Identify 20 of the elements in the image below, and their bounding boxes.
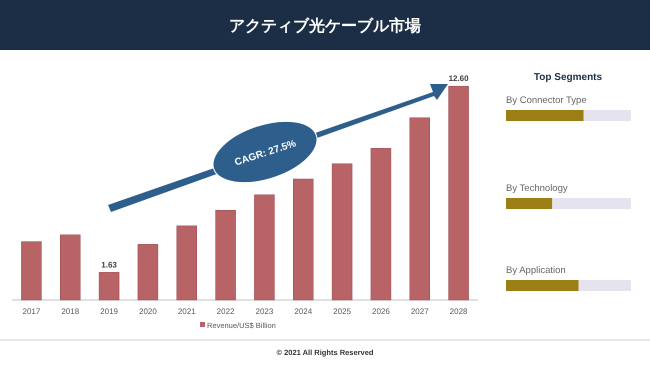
x-tick-label: 2025 bbox=[333, 307, 352, 316]
x-tick-label: 2018 bbox=[61, 307, 80, 316]
x-tick-label: 2020 bbox=[139, 307, 158, 316]
x-tick-label: 2027 bbox=[410, 307, 430, 316]
x-tick-label: 2017 bbox=[22, 307, 41, 316]
y-tick-label: By Connector Type bbox=[506, 95, 587, 106]
x-tick-label: 2026 bbox=[372, 307, 390, 316]
x-tick-label: 2019 bbox=[100, 307, 119, 316]
data-label: 12.60 bbox=[448, 74, 470, 84]
chart-title: アクティブ光ケーブル市場 bbox=[229, 17, 421, 35]
x-tick-label: 2024 bbox=[294, 307, 313, 316]
x-tick-label: 2023 bbox=[256, 307, 274, 316]
x-tick-label: 2021 bbox=[178, 307, 196, 316]
data-label: 1.63 bbox=[101, 260, 118, 270]
text: Top Segments bbox=[534, 72, 603, 83]
x-tick-label: 2028 bbox=[450, 307, 468, 316]
x-tick-label: 2022 bbox=[216, 307, 236, 316]
y-tick-label: By Application bbox=[506, 265, 566, 276]
y-tick-label: By Technology bbox=[506, 183, 568, 194]
annotation: CAGR: 27.5% bbox=[233, 138, 298, 169]
